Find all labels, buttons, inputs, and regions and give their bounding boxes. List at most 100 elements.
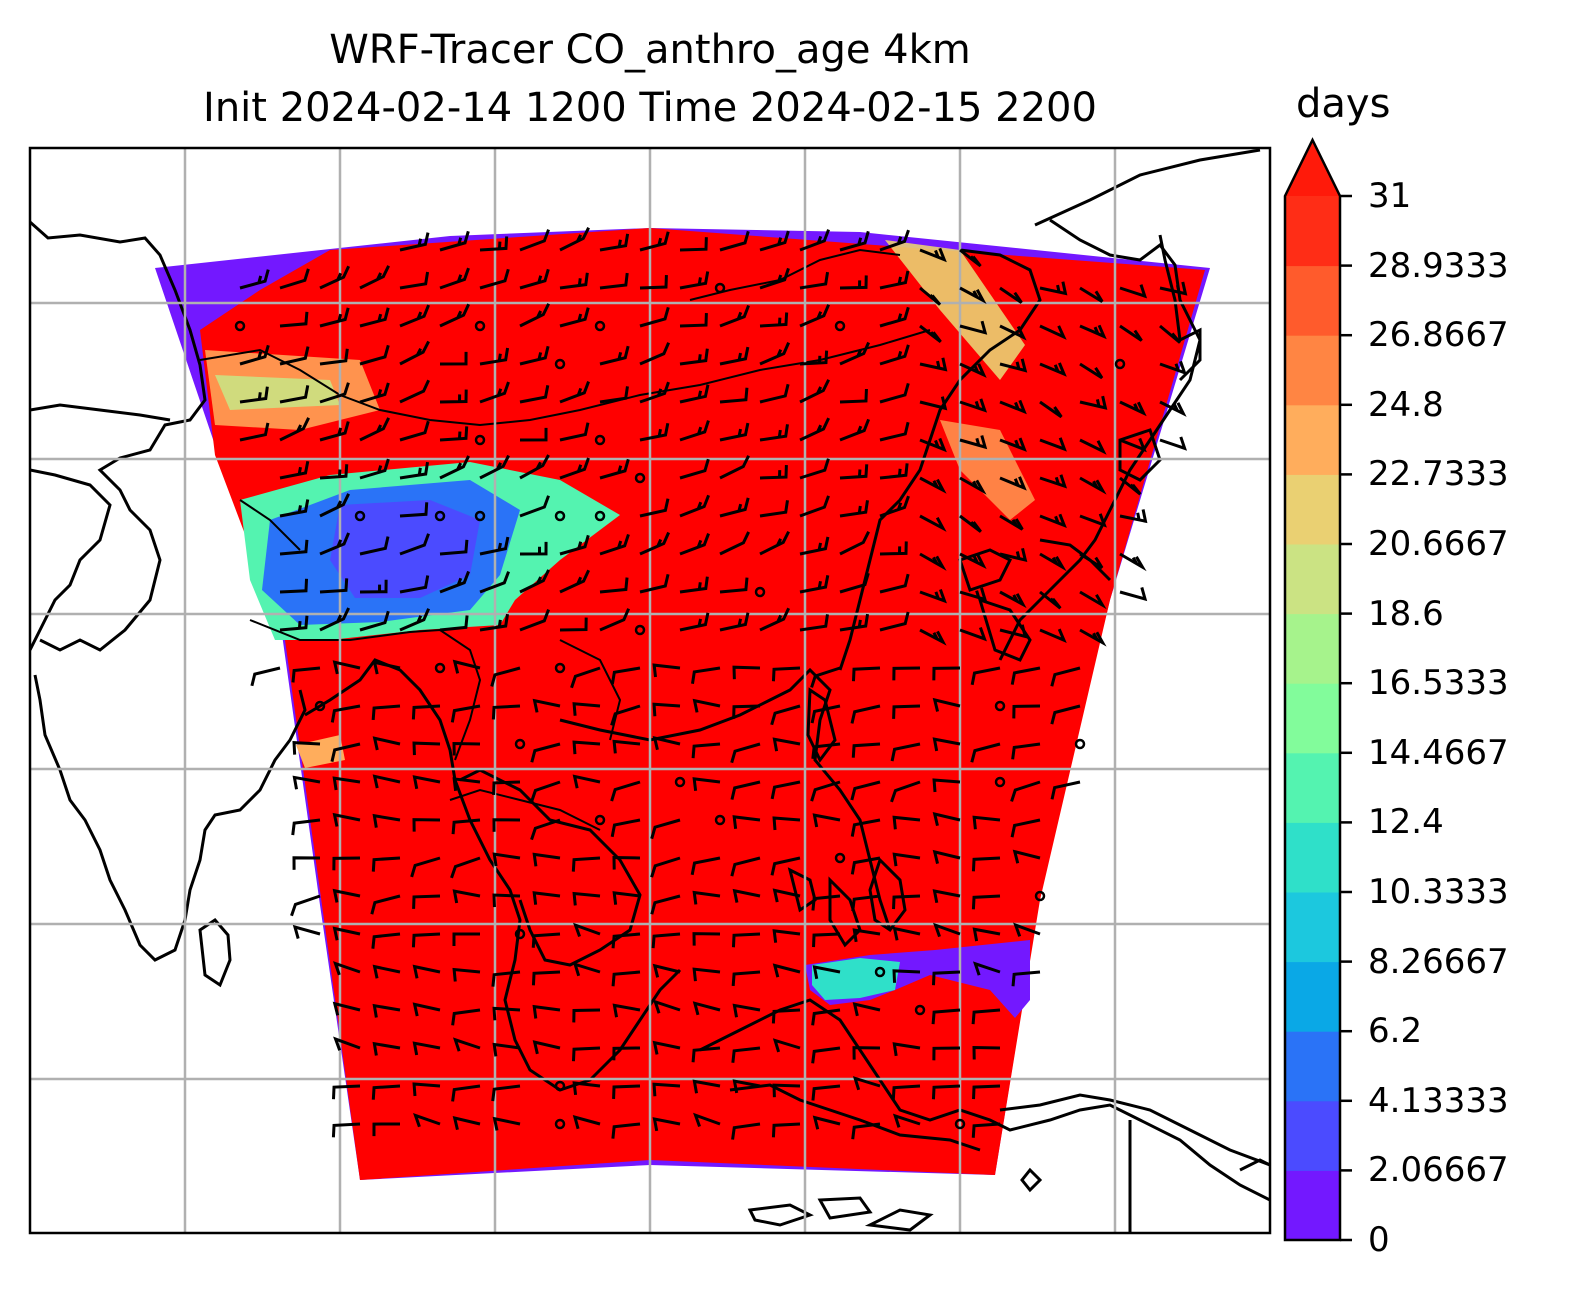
wind-barb — [1119, 587, 1148, 602]
wind-barb — [652, 1082, 681, 1097]
wind-barb — [732, 665, 761, 680]
wind-barb — [559, 617, 588, 632]
wind-barb — [919, 324, 942, 343]
colorbar-segment — [1285, 752, 1340, 823]
wind-barb — [931, 970, 961, 986]
wind-barb — [319, 348, 349, 366]
wind-barb — [732, 1003, 761, 1018]
wind-barb — [610, 666, 641, 685]
wind-barb — [372, 964, 401, 979]
wind-barb — [972, 815, 1001, 830]
wind-barb — [413, 1112, 441, 1128]
wind-barb — [519, 427, 548, 442]
wind-barb — [531, 970, 561, 986]
wind-barb — [679, 384, 710, 404]
wind-barb — [611, 970, 641, 987]
colorbar-segment — [1285, 1100, 1340, 1171]
wind-barb — [932, 778, 961, 793]
wind-barb — [1039, 474, 1068, 489]
wind-barb — [599, 345, 630, 366]
wind-barb — [319, 532, 351, 556]
wind-barb — [399, 232, 430, 252]
wind-barb — [839, 500, 869, 518]
wind-barb — [879, 270, 910, 290]
wind-barb — [332, 856, 361, 871]
wind-barb — [359, 344, 390, 366]
wind-barb — [279, 615, 309, 632]
wind-barb — [332, 776, 361, 791]
wind-barb — [810, 704, 841, 724]
colorbar-tick-label: 2.06667 — [1368, 1150, 1509, 1191]
wind-barb — [772, 929, 801, 943]
wind-barb — [919, 552, 947, 571]
wind-barb — [330, 704, 361, 723]
wind-barb — [852, 1076, 881, 1091]
wind-barb — [1050, 780, 1081, 800]
wind-barb — [239, 386, 269, 404]
calm-wind-marker — [834, 320, 846, 332]
colorbar-segment — [1285, 474, 1340, 545]
wind-barb — [530, 818, 561, 841]
calm-wind-marker — [914, 1004, 926, 1016]
wind-barb — [332, 926, 361, 941]
wind-barb — [519, 385, 550, 404]
wind-barb — [679, 533, 710, 556]
wind-barb — [331, 1084, 361, 1100]
colorbar-tick-label: 28.9333 — [1368, 245, 1509, 286]
wind-barb — [331, 1122, 361, 1138]
colorbar-tick-label: 12.4 — [1368, 802, 1444, 843]
wind-barb — [491, 970, 521, 987]
wind-barb — [1079, 513, 1107, 528]
wind-barb — [932, 737, 961, 752]
plume-northwest-core — [215, 375, 340, 410]
wind-barb — [799, 379, 830, 404]
calm-wind-marker — [834, 852, 846, 864]
wind-barb — [812, 965, 841, 980]
wind-barb — [731, 932, 761, 948]
colorbar-segment — [1285, 1031, 1340, 1102]
wind-barb — [851, 1122, 881, 1140]
wind-barb — [879, 573, 910, 594]
calm-wind-marker — [554, 1118, 566, 1130]
wind-barb — [879, 421, 910, 442]
wind-barb — [371, 1084, 401, 1100]
wind-barb — [850, 818, 881, 837]
colorbar-extend-arrow — [1285, 140, 1340, 196]
wind-barb — [719, 230, 750, 252]
wind-barb — [919, 247, 947, 263]
wind-barb — [890, 780, 921, 803]
wind-barb — [732, 888, 761, 903]
wind-barb — [372, 660, 401, 675]
wind-barb — [692, 698, 721, 713]
wind-barb — [452, 1116, 481, 1131]
colorbar-tick-label: 20.6667 — [1368, 524, 1509, 564]
calm-wind-marker — [874, 966, 886, 978]
wind-barb — [519, 495, 550, 518]
wind-barb — [759, 465, 788, 480]
wind-barb — [799, 536, 830, 556]
wind-barb — [1039, 400, 1063, 419]
wind-barb — [451, 1084, 481, 1102]
colorbar-segment — [1285, 404, 1340, 475]
wind-barb — [919, 437, 947, 453]
wind-barb — [799, 458, 830, 480]
wind-barb — [919, 476, 947, 494]
wind-barb — [559, 381, 590, 404]
wind-barb — [679, 420, 710, 442]
wind-barb — [812, 1115, 841, 1130]
colorbar-tick-label: 6.2 — [1368, 1011, 1423, 1052]
wind-barb — [811, 1084, 841, 1101]
wind-barb — [492, 1006, 521, 1021]
wind-barb — [919, 357, 948, 372]
wind-barb — [372, 736, 401, 751]
colorbar-segment — [1285, 822, 1340, 893]
wind-barb — [572, 1115, 601, 1130]
wind-barb — [279, 578, 309, 594]
wind-barb — [559, 457, 590, 480]
wind-barb — [1010, 666, 1041, 685]
wind-barb — [599, 608, 631, 632]
wind-barb — [771, 1122, 801, 1138]
wind-barb — [1159, 281, 1188, 296]
wind-barb — [490, 666, 521, 687]
wind-barb — [451, 818, 481, 835]
